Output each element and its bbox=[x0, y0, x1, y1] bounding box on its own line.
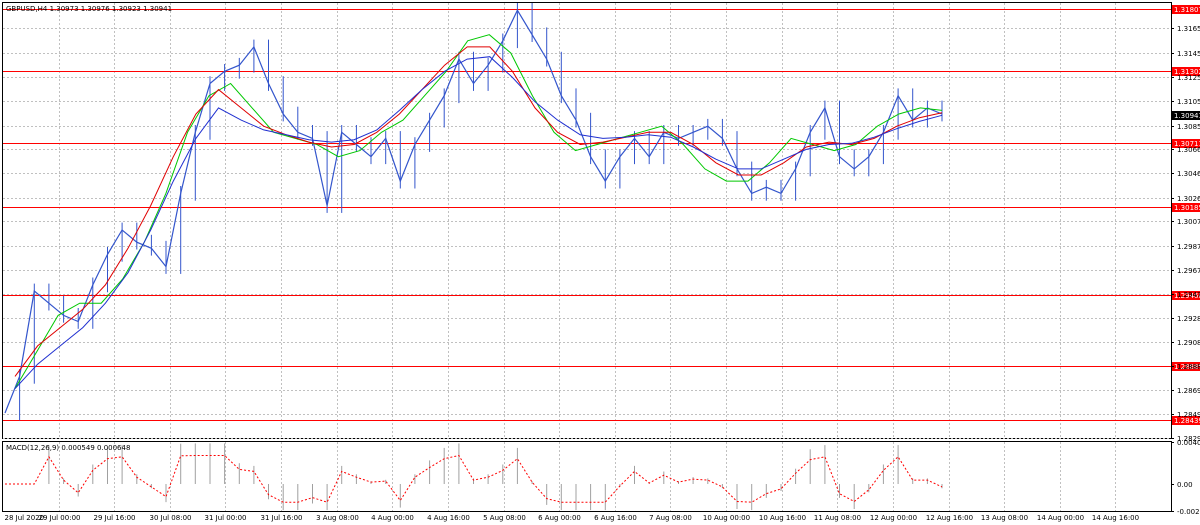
time-tick-label: 12 Aug 00:00 bbox=[870, 514, 917, 522]
time-tick-label: 14 Aug 00:00 bbox=[1037, 514, 1084, 522]
level-price-tag bbox=[1172, 67, 1200, 76]
time-tick-label: 12 Aug 16:00 bbox=[926, 514, 973, 522]
time-tick-label: 14 Aug 16:00 bbox=[1092, 514, 1139, 522]
time-tick-label: 11 Aug 08:00 bbox=[814, 514, 861, 522]
price-tick-label: 1.29085 bbox=[1177, 339, 1200, 347]
current-price-tag bbox=[1172, 111, 1200, 120]
macd-indicator: 0.00403 0.00 -0.00259 bbox=[5, 439, 1200, 516]
price-tick-label: 1.29280 bbox=[1177, 315, 1200, 323]
level-price-label: 1.30185 bbox=[1174, 204, 1200, 212]
price-tick-label: 1.28490 bbox=[1177, 411, 1200, 419]
price-tick-label: 1.31450 bbox=[1177, 50, 1200, 58]
level-price-label: 1.31302 bbox=[1174, 68, 1200, 76]
level-price-tag bbox=[1172, 203, 1200, 212]
current-price-label: 1.30941 bbox=[1174, 112, 1200, 120]
time-tick-label: 31 Jul 16:00 bbox=[261, 514, 303, 522]
time-tick-label: 7 Aug 08:00 bbox=[649, 514, 692, 522]
macd-tick-label: 0.00 bbox=[1177, 481, 1193, 489]
price-tick-label: 1.31055 bbox=[1177, 98, 1200, 106]
price-tick-label: 1.29675 bbox=[1177, 267, 1200, 275]
time-tick-label: 6 Aug 16:00 bbox=[594, 514, 637, 522]
macd-signal-line bbox=[5, 454, 943, 503]
level-price-tag bbox=[1172, 5, 1200, 14]
series-line-ma-slow bbox=[14, 56, 943, 389]
series-line-ma-fast bbox=[14, 34, 943, 389]
price-tick-label: 1.30070 bbox=[1177, 218, 1200, 226]
level-price-tag bbox=[1172, 139, 1200, 148]
price-tick-label: 1.28885 bbox=[1177, 363, 1200, 371]
level-price-tag bbox=[1172, 291, 1200, 300]
time-tick-label: 28 Jul 2020 bbox=[5, 514, 45, 522]
price-tick-label: 1.28295 bbox=[1177, 435, 1200, 443]
symbol-label: GBPUSD,H4 1.30973 1.30976 1.30923 1.3094… bbox=[6, 5, 172, 13]
price-axis: 1.31655 1.31450 1.31250 1.31055 1.30855 1.306… bbox=[1171, 25, 1200, 443]
level-price-label: 1.28439 bbox=[1174, 417, 1200, 425]
price-tick-label: 1.31250 bbox=[1177, 74, 1200, 82]
time-tick-label: 13 Aug 08:00 bbox=[981, 514, 1028, 522]
price-tick-label: 1.30855 bbox=[1177, 123, 1200, 131]
level-price-label: 1.31807 bbox=[1174, 6, 1200, 14]
time-tick-label: 6 Aug 00:00 bbox=[538, 514, 581, 522]
time-tick-label: 10 Aug 00:00 bbox=[703, 514, 750, 522]
time-tick-label: 10 Aug 16:00 bbox=[759, 514, 806, 522]
level-price-tag bbox=[1172, 416, 1200, 425]
time-tick-label: 4 Aug 00:00 bbox=[371, 514, 414, 522]
price-tick-label: 1.29870 bbox=[1177, 243, 1200, 251]
price-tick-label: 1.30465 bbox=[1177, 170, 1200, 178]
level-price-label: 1.28889 bbox=[1174, 363, 1200, 371]
gridlines bbox=[3, 3, 1171, 511]
price-tick-label: 1.30660 bbox=[1177, 146, 1200, 154]
time-tick-label: 29 Jul 16:00 bbox=[94, 514, 136, 522]
time-tick-label: 4 Aug 16:00 bbox=[427, 514, 470, 522]
time-tick-label: 30 Jul 08:00 bbox=[150, 514, 192, 522]
price-tick-label: 1.30265 bbox=[1177, 195, 1200, 203]
price-tick-label: 1.28690 bbox=[1177, 387, 1200, 395]
time-tick-label: 31 Jul 00:00 bbox=[205, 514, 247, 522]
time-tick-label: 5 Aug 08:00 bbox=[483, 514, 526, 522]
series-line-ma-mid bbox=[14, 46, 943, 377]
time-tick-label: 29 Jul 00:00 bbox=[39, 514, 81, 522]
price-series bbox=[4, 3, 943, 421]
time-tick-label: 3 Aug 08:00 bbox=[316, 514, 359, 522]
macd-tick-label: -0.00259 bbox=[1177, 508, 1200, 516]
price-tick-label: 1.31655 bbox=[1177, 25, 1200, 33]
macd-tick-label: 0.00403 bbox=[1177, 439, 1200, 447]
price-tick-label: 1.29475 bbox=[1177, 291, 1200, 299]
level-price-tag bbox=[1172, 362, 1200, 371]
macd-panel-frame bbox=[2, 441, 1172, 512]
macd-label: MACD(12,26,9) 0.000549 0.000648 bbox=[6, 444, 130, 452]
level-price-label: 1.29468 bbox=[1174, 292, 1200, 300]
